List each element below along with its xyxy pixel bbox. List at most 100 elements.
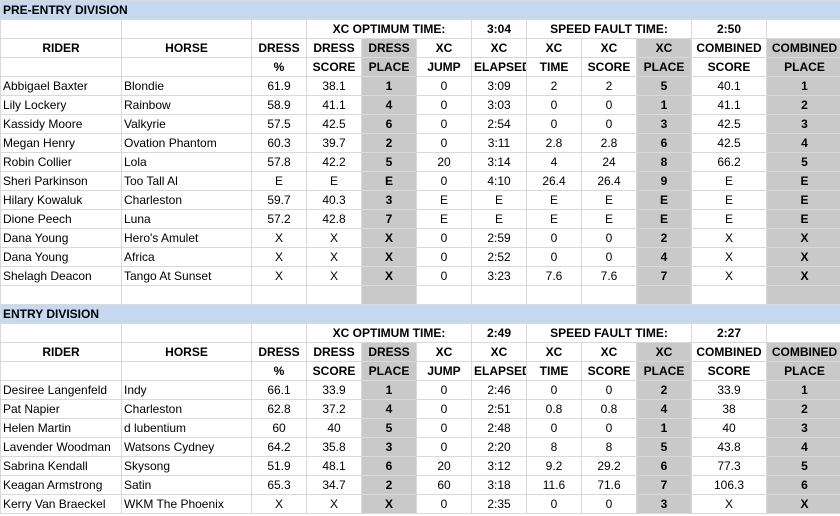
speed-fault-label[interactable]: SPEED FAULT TIME: <box>526 323 692 343</box>
empty-cell[interactable] <box>306 285 362 305</box>
dress-place-cell[interactable]: 4 <box>361 399 417 419</box>
xc-place-cell[interactable]: 6 <box>636 456 692 476</box>
dress-place-cell[interactable]: E <box>361 171 417 191</box>
combined-place-cell[interactable]: 1 <box>766 380 840 400</box>
dress-place-header[interactable]: DRESS <box>361 342 417 362</box>
xc-elapsed-cell[interactable]: 3:11 <box>471 133 527 153</box>
xc-score-header[interactable]: XC <box>581 38 637 58</box>
horse-cell[interactable]: Hero's Amulet <box>121 228 252 248</box>
horse-header[interactable]: HORSE <box>121 342 252 362</box>
title-fill-cell[interactable] <box>416 304 472 324</box>
xc-jump-cell[interactable]: 0 <box>416 76 472 96</box>
dress-score-cell[interactable]: 42.8 <box>306 209 362 229</box>
combined-score-header[interactable]: SCORE <box>691 57 767 77</box>
xc-place-cell[interactable]: 7 <box>636 266 692 286</box>
xc-time-cell[interactable]: 2 <box>526 76 582 96</box>
title-fill-cell[interactable] <box>361 0 417 20</box>
dress-score-cell[interactable]: 41.1 <box>306 95 362 115</box>
title-fill-cell[interactable] <box>306 0 362 20</box>
xc-elapsed-cell[interactable]: 3:12 <box>471 456 527 476</box>
combined-score-cell[interactable]: X <box>691 494 767 514</box>
division-title[interactable]: ENTRY DIVISION <box>0 304 307 324</box>
dress-score-cell[interactable]: E <box>306 171 362 191</box>
empty-cell[interactable] <box>121 285 252 305</box>
xc-place-cell[interactable]: 4 <box>636 399 692 419</box>
combined-score-cell[interactable]: 106.3 <box>691 475 767 495</box>
xc-place-cell[interactable]: 2 <box>636 380 692 400</box>
xc-place-header[interactable]: PLACE <box>636 57 692 77</box>
title-fill-cell[interactable] <box>361 304 417 324</box>
empty-cell[interactable] <box>121 323 252 343</box>
rider-cell[interactable]: Hilary Kowaluk <box>0 190 122 210</box>
combined-place-cell[interactable]: 3 <box>766 418 840 438</box>
dress-score-cell[interactable]: 38.1 <box>306 76 362 96</box>
combined-score-header[interactable]: COMBINED <box>691 342 767 362</box>
xc-elapsed-cell[interactable]: 2:20 <box>471 437 527 457</box>
title-fill-cell[interactable] <box>636 304 692 324</box>
dress-pct-cell[interactable]: 61.9 <box>251 76 307 96</box>
combined-place-cell[interactable]: 5 <box>766 152 840 172</box>
dress-place-cell[interactable]: 1 <box>361 76 417 96</box>
empty-cell[interactable] <box>526 285 582 305</box>
xc-jump-cell[interactable]: 0 <box>416 95 472 115</box>
xc-jump-cell[interactable]: 0 <box>416 171 472 191</box>
dress-score-cell[interactable]: X <box>306 494 362 514</box>
dress-pct-cell[interactable]: 62.8 <box>251 399 307 419</box>
xc-score-cell[interactable]: 0 <box>581 380 637 400</box>
combined-place-cell[interactable]: 6 <box>766 475 840 495</box>
dress-pct-cell[interactable]: 60.3 <box>251 133 307 153</box>
combined-place-cell[interactable]: 4 <box>766 133 840 153</box>
dress-place-cell[interactable]: 1 <box>361 380 417 400</box>
rider-cell[interactable]: Sheri Parkinson <box>0 171 122 191</box>
dress-place-cell[interactable]: 5 <box>361 152 417 172</box>
horse-cell[interactable]: Tango At Sunset <box>121 266 252 286</box>
rider-cell[interactable]: Megan Henry <box>0 133 122 153</box>
xc-score-cell[interactable]: 26.4 <box>581 171 637 191</box>
dress-score-cell[interactable]: 40 <box>306 418 362 438</box>
rider-cell[interactable]: Desiree Langenfeld <box>0 380 122 400</box>
empty-cell[interactable] <box>0 285 122 305</box>
dress-pct-cell[interactable]: E <box>251 171 307 191</box>
xc-jump-cell[interactable]: E <box>416 209 472 229</box>
dress-pct-cell[interactable]: 60 <box>251 418 307 438</box>
dress-score-header[interactable]: DRESS <box>306 38 362 58</box>
xc-place-cell[interactable]: E <box>636 209 692 229</box>
combined-score-cell[interactable]: X <box>691 266 767 286</box>
dress-score-cell[interactable]: 42.5 <box>306 114 362 134</box>
xc-time-cell[interactable]: 0 <box>526 494 582 514</box>
xc-jump-cell[interactable]: 0 <box>416 228 472 248</box>
xc-jump-header[interactable]: JUMP <box>416 57 472 77</box>
xc-optimum-value[interactable]: 2:49 <box>471 323 527 343</box>
xc-elapsed-cell[interactable]: 3:18 <box>471 475 527 495</box>
combined-place-cell[interactable]: E <box>766 209 840 229</box>
xc-jump-cell[interactable]: 0 <box>416 266 472 286</box>
xc-jump-cell[interactable]: E <box>416 190 472 210</box>
rider-cell[interactable]: Pat Napier <box>0 399 122 419</box>
dress-score-cell[interactable]: 37.2 <box>306 399 362 419</box>
combined-score-cell[interactable]: X <box>691 228 767 248</box>
title-fill-cell[interactable] <box>691 304 767 324</box>
dress-pct-cell[interactable]: X <box>251 494 307 514</box>
dress-pct-cell[interactable]: 51.9 <box>251 456 307 476</box>
rider-cell[interactable]: Dione Peech <box>0 209 122 229</box>
rider-header[interactable]: RIDER <box>0 342 122 362</box>
xc-elapsed-cell[interactable]: 2:46 <box>471 380 527 400</box>
xc-elapsed-cell[interactable]: 2:59 <box>471 228 527 248</box>
xc-time-cell[interactable]: 0.8 <box>526 399 582 419</box>
rider-cell[interactable]: Helen Martin <box>0 418 122 438</box>
dress-score-cell[interactable]: X <box>306 228 362 248</box>
xc-score-cell[interactable]: 0 <box>581 247 637 267</box>
combined-place-cell[interactable]: E <box>766 171 840 191</box>
xc-jump-header[interactable]: XC <box>416 342 472 362</box>
speed-fault-value[interactable]: 2:50 <box>691 19 767 39</box>
xc-place-cell[interactable]: 5 <box>636 76 692 96</box>
xc-time-cell[interactable]: 0 <box>526 418 582 438</box>
xc-score-cell[interactable]: 0 <box>581 494 637 514</box>
dress-pct-cell[interactable]: 59.7 <box>251 190 307 210</box>
xc-place-cell[interactable]: 7 <box>636 475 692 495</box>
xc-place-cell[interactable]: 9 <box>636 171 692 191</box>
xc-elapsed-cell[interactable]: 4:10 <box>471 171 527 191</box>
xc-place-cell[interactable]: 3 <box>636 114 692 134</box>
combined-place-cell[interactable]: 1 <box>766 76 840 96</box>
empty-cell[interactable] <box>251 19 307 39</box>
